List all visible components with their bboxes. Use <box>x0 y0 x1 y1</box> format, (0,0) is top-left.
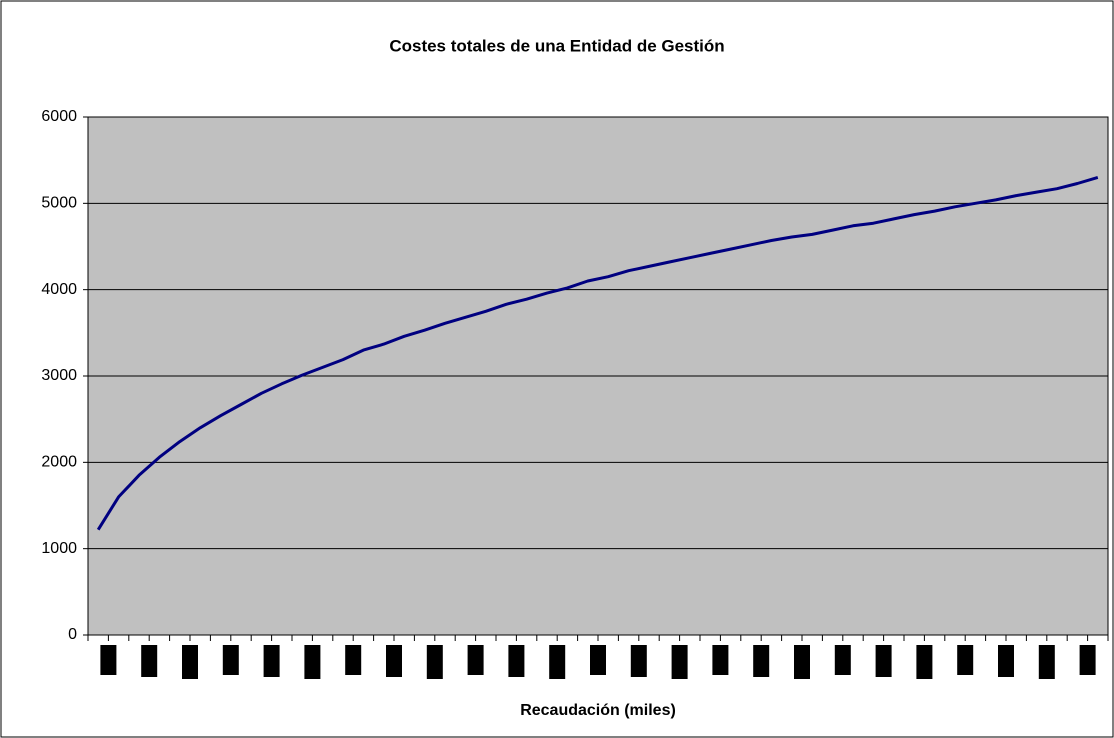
x-tick-label-block <box>263 645 280 677</box>
line <box>96 175 1099 531</box>
x-tick-label-block <box>834 645 851 675</box>
x-tick-label-block <box>508 645 525 677</box>
x-tick-label-block <box>141 645 158 677</box>
x-tick-label-block <box>426 645 443 679</box>
x-tick-label-block <box>1079 645 1096 675</box>
x-axis-label: Recaudación (miles) <box>520 702 676 719</box>
x-tick-label-block <box>998 645 1014 677</box>
y-tick-label: 1000 <box>41 540 77 557</box>
x-tick-label-block <box>916 645 933 679</box>
y-tick-label: 6000 <box>41 108 77 125</box>
x-tick-label-block <box>630 645 647 677</box>
x-tick-label-block <box>1038 645 1055 679</box>
x-tick-label-block <box>753 645 770 677</box>
x-tick-label-block <box>794 645 810 679</box>
y-tick-label: 3000 <box>41 367 77 384</box>
x-tick-label-block <box>386 645 402 677</box>
x-tick-label-block <box>549 645 566 679</box>
x-tick-label-block <box>345 645 362 675</box>
x-tick-label-block <box>222 645 239 675</box>
x-tick-label-block <box>182 645 198 679</box>
y-tick-label: 4000 <box>41 281 77 298</box>
x-tick-label-block <box>304 645 321 679</box>
x-tick-label-block <box>467 645 484 675</box>
x-tick-label-block <box>671 645 688 679</box>
x-tick-label-block <box>957 645 974 675</box>
x-tick-label-block <box>100 645 117 675</box>
x-tick-label-block <box>590 645 606 675</box>
y-tick-label: 2000 <box>41 454 77 471</box>
y-tick-label: 5000 <box>41 195 77 212</box>
chart-title: Costes totales de una Entidad de Gestión <box>389 36 724 55</box>
x-tick-label-block <box>875 645 892 677</box>
x-tick-label-block <box>712 645 729 675</box>
y-tick-label: 0 <box>68 626 77 643</box>
